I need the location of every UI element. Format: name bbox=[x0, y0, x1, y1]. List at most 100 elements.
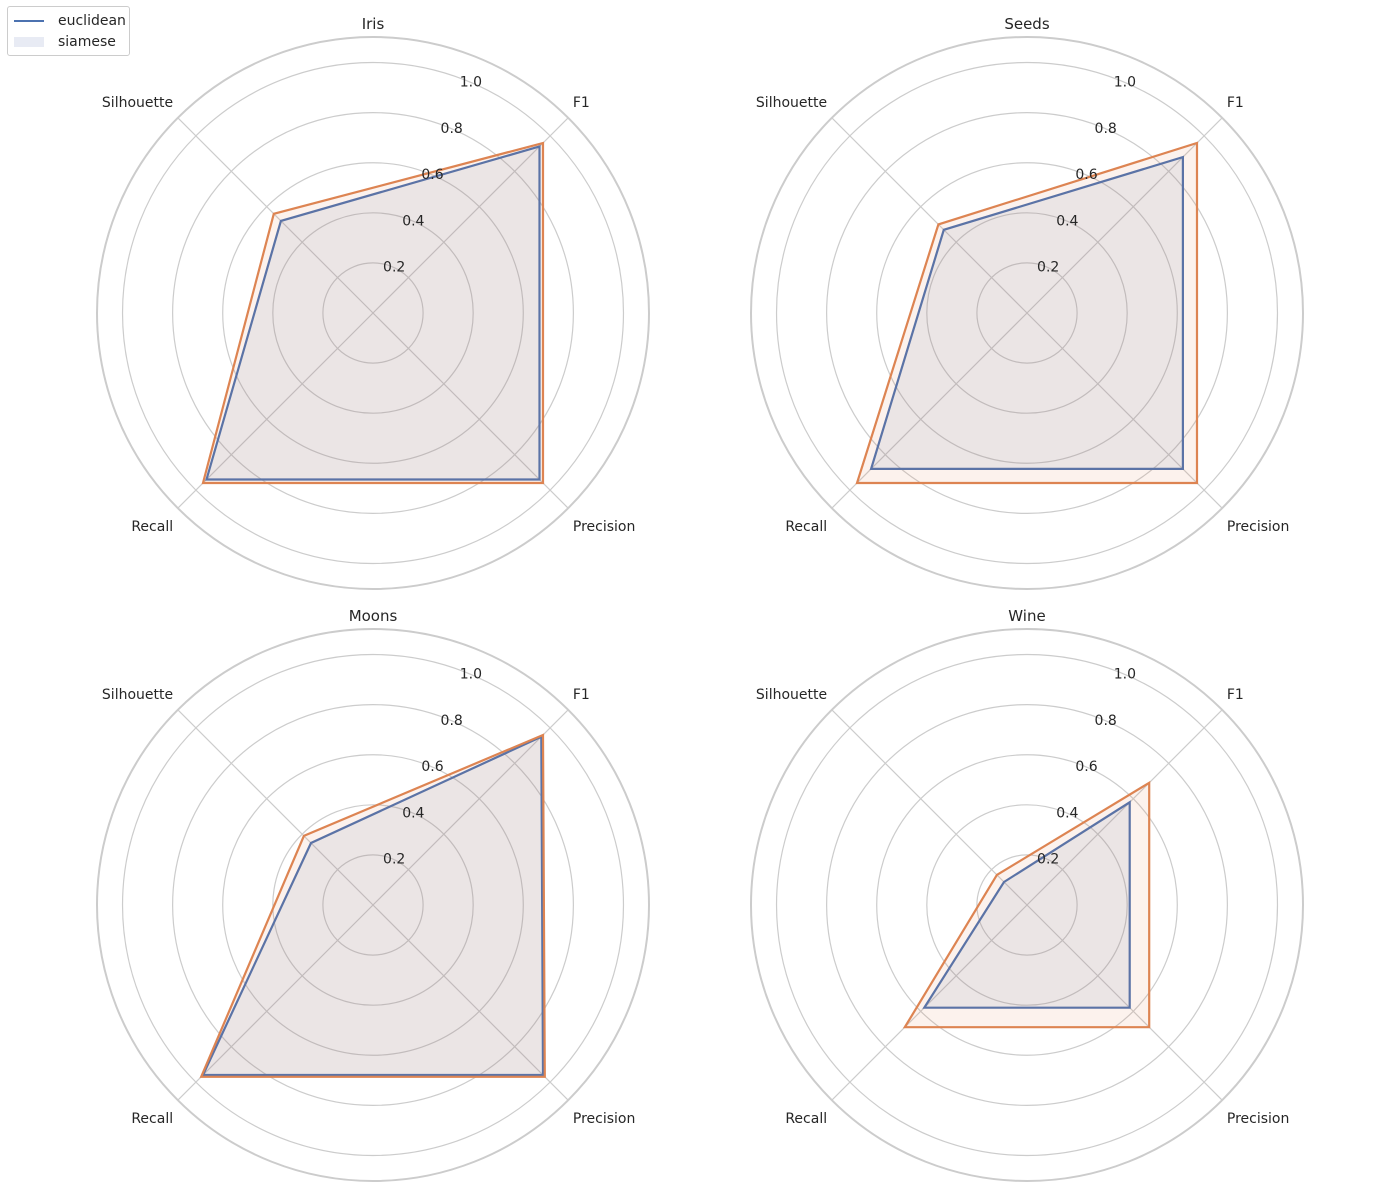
radar-chart-moons: 0.2 0.4 0.6 0.8 1.0 F1 Precision Recall Silhouet… bbox=[96, 607, 650, 1182]
radar-spoke bbox=[831, 117, 1028, 314]
chart-title: Wine bbox=[1008, 607, 1045, 625]
radar-spoke bbox=[372, 117, 569, 314]
radar-spoke bbox=[831, 904, 1028, 1101]
radar-grid-ring bbox=[121, 653, 625, 1157]
radar-spoke bbox=[372, 312, 569, 509]
radar-grid-ring bbox=[826, 112, 1228, 514]
radar-spoke bbox=[372, 709, 569, 906]
axis-label-f1: F1 bbox=[1227, 687, 1244, 703]
radar-grid-ring bbox=[926, 212, 1128, 414]
radial-tick-label: 0.4 bbox=[402, 213, 424, 229]
radial-tick-label: 0.4 bbox=[402, 805, 424, 821]
series-line-siamese bbox=[199, 733, 546, 1078]
radial-tick-label: 0.2 bbox=[1037, 260, 1059, 276]
radar-chart-wine: 0.2 0.4 0.6 0.8 1.0 F1 Precision Recall Silhouet… bbox=[750, 607, 1304, 1182]
radial-tick-label: 0.6 bbox=[421, 167, 443, 183]
radar-grid-ring bbox=[272, 804, 474, 1006]
radar-grid-ring bbox=[222, 754, 524, 1056]
legend-label: euclidean bbox=[58, 13, 126, 29]
series-line-siamese bbox=[201, 141, 545, 485]
radar-grid-ring bbox=[876, 754, 1178, 1056]
radar-spoke bbox=[1026, 709, 1223, 906]
radar-spoke bbox=[831, 709, 1028, 906]
axis-label-silhouette: Silhouette bbox=[756, 95, 827, 111]
radar-spoke bbox=[177, 709, 374, 906]
series-fill-euclidean bbox=[203, 736, 543, 1075]
chart-title: Moons bbox=[349, 607, 398, 625]
axis-label-recall: Recall bbox=[131, 519, 173, 535]
chart-title: Seeds bbox=[1004, 15, 1050, 33]
radar-frame bbox=[750, 36, 1304, 590]
radar-frame bbox=[96, 36, 650, 590]
radar-grid-ring bbox=[976, 854, 1078, 956]
radial-tick-label: 0.2 bbox=[383, 260, 405, 276]
legend-patch-swatch bbox=[14, 37, 44, 47]
radar-grid-ring bbox=[775, 653, 1279, 1157]
radial-tick-label: 1.0 bbox=[1114, 667, 1136, 683]
legend-item-euclidean: euclidean bbox=[14, 11, 126, 31]
series-fill-euclidean bbox=[206, 146, 540, 480]
radar-grid-ring bbox=[826, 704, 1228, 1106]
radar-spoke bbox=[372, 904, 569, 1101]
radial-tick-label: 0.8 bbox=[1095, 121, 1117, 137]
series-line-siamese bbox=[902, 780, 1151, 1029]
radial-tick-label: 0.6 bbox=[1075, 759, 1097, 775]
axis-label-silhouette: Silhouette bbox=[756, 687, 827, 703]
radial-tick-label: 0.4 bbox=[1056, 805, 1078, 821]
radar-spoke bbox=[177, 904, 374, 1101]
legend-label: siamese bbox=[58, 34, 116, 50]
radar-grid-ring bbox=[172, 112, 574, 514]
radial-tick-label: 0.6 bbox=[1075, 167, 1097, 183]
radar-frame bbox=[750, 628, 1304, 1182]
radial-tick-label: 1.0 bbox=[460, 75, 482, 91]
radial-tick-label: 0.2 bbox=[383, 852, 405, 868]
axis-label-f1: F1 bbox=[1227, 95, 1244, 111]
series-fill-siamese bbox=[203, 143, 543, 483]
legend-line-swatch bbox=[14, 20, 44, 22]
axis-label-recall: Recall bbox=[785, 1111, 827, 1127]
radial-tick-label: 1.0 bbox=[1114, 75, 1136, 91]
radar-frame bbox=[96, 628, 650, 1182]
radar-grid-ring bbox=[121, 61, 625, 565]
radial-tick-label: 0.8 bbox=[1095, 713, 1117, 729]
radar-grid-ring bbox=[775, 61, 1279, 565]
series-line-euclidean bbox=[205, 145, 541, 481]
axis-label-f1: F1 bbox=[573, 687, 590, 703]
radar-spoke bbox=[831, 312, 1028, 509]
radar-grid-ring bbox=[172, 704, 574, 1106]
radial-tick-label: 0.8 bbox=[441, 121, 463, 137]
axis-label-silhouette: Silhouette bbox=[102, 95, 173, 111]
axis-label-recall: Recall bbox=[131, 1111, 173, 1127]
radar-chart-iris: 0.2 0.4 0.6 0.8 1.0 F1 Precision Recall Silhouet… bbox=[96, 15, 650, 590]
axis-label-precision: Precision bbox=[1227, 519, 1289, 535]
radar-grid-ring bbox=[322, 262, 424, 364]
radar-grid-ring bbox=[976, 262, 1078, 364]
radar-grid-ring bbox=[926, 804, 1128, 1006]
radar-grid-ring bbox=[876, 162, 1178, 464]
radar-chart-seeds: 0.2 0.4 0.6 0.8 1.0 F1 Precision Recall Silhouet… bbox=[750, 15, 1304, 590]
series-fill-siamese bbox=[904, 782, 1150, 1028]
series-line-euclidean bbox=[869, 155, 1185, 470]
axis-label-precision: Precision bbox=[573, 519, 635, 535]
radial-tick-label: 1.0 bbox=[460, 667, 482, 683]
radial-tick-label: 0.4 bbox=[1056, 213, 1078, 229]
radial-tick-label: 0.2 bbox=[1037, 852, 1059, 868]
radial-tick-label: 0.6 bbox=[421, 759, 443, 775]
radar-spoke bbox=[1026, 117, 1223, 314]
series-fill-siamese bbox=[857, 143, 1197, 483]
legend: euclidean siamese bbox=[7, 6, 130, 56]
series-fill-siamese bbox=[201, 735, 545, 1077]
radar-spoke bbox=[177, 312, 374, 509]
radar-spoke bbox=[1026, 312, 1223, 509]
axis-label-precision: Precision bbox=[573, 1111, 635, 1127]
series-line-siamese bbox=[855, 141, 1199, 485]
axis-label-silhouette: Silhouette bbox=[102, 687, 173, 703]
series-fill-euclidean bbox=[924, 802, 1130, 1008]
radar-grid-ring bbox=[322, 854, 424, 956]
radar-grid-ring bbox=[222, 162, 524, 464]
radar-spoke bbox=[177, 117, 374, 314]
radial-tick-label: 0.8 bbox=[441, 713, 463, 729]
axis-label-recall: Recall bbox=[785, 519, 827, 535]
series-fill-euclidean bbox=[871, 157, 1183, 469]
